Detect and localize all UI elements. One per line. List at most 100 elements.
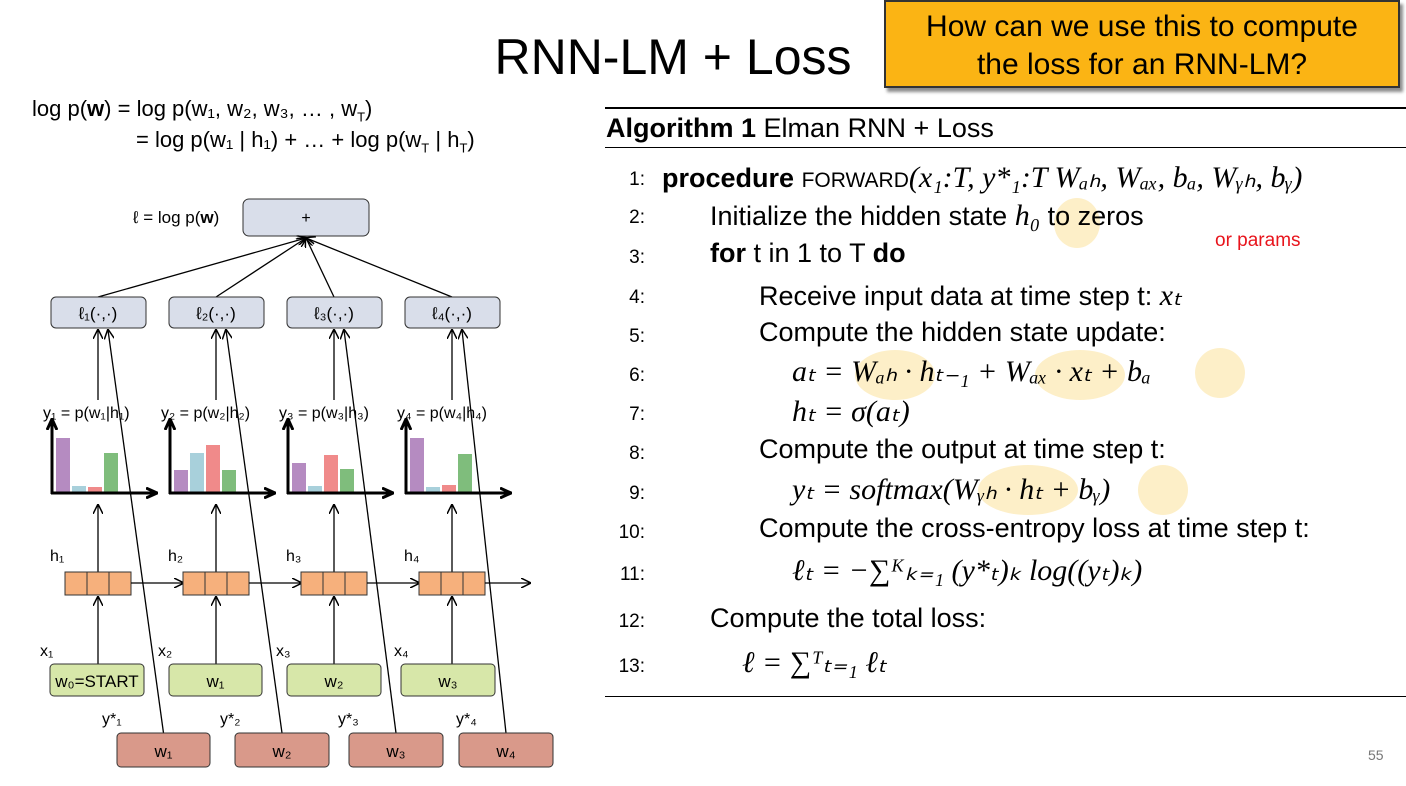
- arrow: [306, 238, 335, 298]
- line-number: 13:: [618, 656, 645, 677]
- hidden-cell: [344, 571, 368, 596]
- highlight: [1035, 350, 1125, 400]
- hidden-cell: [86, 571, 110, 596]
- arrow: [215, 238, 306, 298]
- input-label: x₃: [276, 643, 291, 660]
- algorithm-line: Compute the total loss:: [710, 603, 987, 633]
- target-node-label: w₄: [495, 742, 515, 761]
- algorithm-line: Compute the hidden state update:: [759, 317, 1166, 347]
- hidden-label: h₂: [168, 548, 183, 565]
- target-label: y*₁: [102, 711, 122, 728]
- annotation: or params: [1215, 230, 1301, 251]
- highlight: [1054, 198, 1100, 248]
- hidden-label: h₄: [404, 548, 419, 565]
- loss-node-label: ℓ₃(·,·): [313, 304, 354, 323]
- algorithm-line: for t in 1 to T do: [710, 238, 906, 269]
- hidden-label: h₃: [286, 548, 301, 565]
- output-label: y₁ = p(w₁|h₁): [43, 405, 130, 422]
- input-node-label: w₃: [437, 672, 457, 691]
- math: xₜ: [1159, 279, 1182, 312]
- target-node-label: w₃: [385, 742, 405, 761]
- algorithm-line: ℓₜ = −∑ᴷₖ₌₁ (y*ₜ)ₖ log((yₜ)ₖ): [792, 554, 1143, 587]
- rule: [605, 147, 1406, 148]
- eq-bold: w: [87, 96, 105, 121]
- arrow: [97, 238, 306, 298]
- text: to zeros: [1040, 201, 1144, 231]
- input-node-label: w₂: [324, 672, 344, 691]
- diagram: ℓ = log p(w) + ℓ₁(·,·)y₁ = p(w₁|h₁)h₁x₁w…: [40, 198, 554, 768]
- hidden-cell: [64, 571, 88, 596]
- eq-text: log p(: [32, 96, 88, 121]
- line-number: 7:: [629, 404, 645, 425]
- algorithm-line: Compute the output at time step t:: [759, 434, 1166, 464]
- prob-bar: [190, 453, 204, 493]
- target-node: [458, 732, 554, 768]
- input-label: x₄: [394, 643, 409, 660]
- line-number: 9:: [629, 483, 645, 504]
- line-number: 6:: [629, 365, 645, 386]
- output-label: y₂ = p(w₂|h₂): [161, 405, 250, 422]
- target-label: y*₄: [456, 711, 477, 728]
- prob-bar: [410, 438, 424, 493]
- prob-bar: [458, 454, 472, 493]
- target-label: y*₃: [338, 711, 359, 728]
- algorithm-header: Algorithm 1 Elman RNN + Loss: [606, 113, 994, 144]
- loss-node-label: ℓ₄(·,·): [431, 304, 472, 323]
- arrow: [462, 330, 507, 734]
- hidden-cell: [440, 571, 464, 596]
- loss-node-label: ℓ₁(·,·): [78, 304, 118, 323]
- highlight: [1195, 348, 1245, 398]
- target-node: [348, 732, 444, 768]
- hidden-cell: [182, 571, 206, 596]
- input-node: [168, 663, 263, 697]
- total-label: ℓ = log p(w): [132, 208, 219, 227]
- hidden-cell: [418, 571, 442, 596]
- algorithm-name: Elman RNN + Loss: [763, 113, 994, 143]
- highlight: [1138, 465, 1188, 515]
- prob-bar: [206, 445, 220, 493]
- input-label: x₂: [158, 643, 172, 660]
- arrow: [108, 330, 165, 734]
- math: (x₁:T, y*₁:T Wₐₕ, Wₐₓ, bₐ, Wᵧₕ, bᵧ): [908, 161, 1303, 194]
- callout-line: How can we use this to compute: [926, 10, 1358, 43]
- line-number: 5:: [629, 326, 645, 347]
- algorithm-line: hₜ = σ(aₜ): [792, 395, 910, 428]
- line-number: 11:: [619, 564, 645, 585]
- highlight: [978, 465, 1078, 515]
- keyword: procedure: [662, 163, 795, 193]
- eq-text: ): [467, 127, 475, 152]
- loss-node: [404, 296, 501, 329]
- prob-bar: [426, 487, 440, 493]
- keyword: for: [710, 238, 746, 268]
- target-node-label: w₁: [153, 742, 172, 761]
- arrow: [306, 238, 453, 298]
- eq-text: ): [365, 96, 373, 121]
- prob-bar: [88, 487, 102, 493]
- equation-line: log p(w) = log p(w₁, w₂, w₃, … , wT): [32, 96, 372, 124]
- prob-bar: [324, 455, 338, 493]
- prob-bar: [56, 438, 70, 493]
- callout: How can we use this to compute the loss …: [884, 0, 1400, 88]
- output-label: y₃ = p(w₃|h₃): [279, 405, 369, 422]
- arrow: [344, 330, 397, 734]
- sum-node-label: +: [301, 210, 310, 227]
- input-node: [286, 663, 382, 697]
- loss-node: [50, 296, 147, 329]
- total-label-part: ℓ = log p(: [132, 208, 201, 227]
- text: Receive input data at time step t:: [759, 281, 1160, 311]
- slide-title: RNN-LM + Loss: [494, 29, 852, 85]
- input-label: x₁: [40, 643, 53, 660]
- hidden-cell: [108, 571, 132, 596]
- algorithm-line: aₜ = Wₐₕ · hₜ₋₁ + Wₐₓ · xₜ + bₐ: [792, 355, 1151, 388]
- loss-node: [168, 296, 265, 329]
- algorithm-line: ℓ = ∑ᵀₜ₌₁ ℓₜ: [742, 646, 887, 679]
- prob-bar: [340, 469, 354, 493]
- algorithm-line: procedure FORWARD(x₁:T, y*₁:T Wₐₕ, Wₐₓ, …: [662, 160, 1302, 195]
- prob-bar: [174, 470, 188, 493]
- line-number: 8:: [629, 443, 645, 464]
- line-number: 10:: [618, 522, 645, 543]
- rule: [605, 696, 1406, 697]
- prob-bar: [222, 470, 236, 493]
- input-node: [400, 663, 496, 697]
